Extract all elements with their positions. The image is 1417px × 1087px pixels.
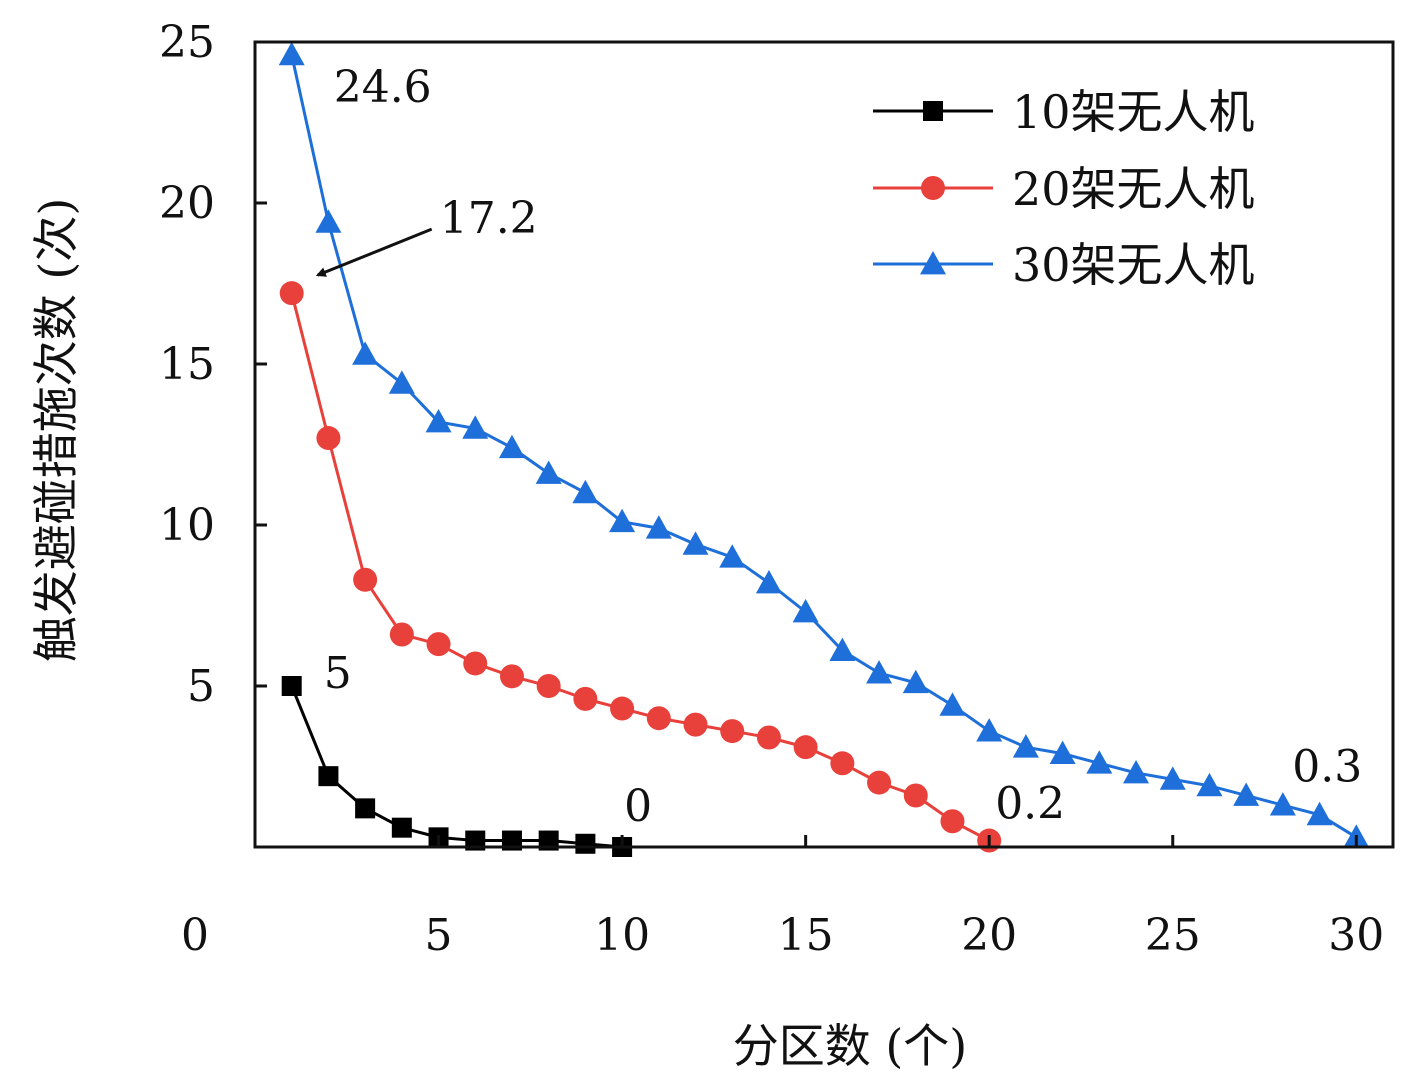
data-point — [425, 408, 452, 433]
y-tick-label: 25 — [159, 17, 215, 68]
data-point — [683, 712, 708, 737]
x-tick-label: 15 — [778, 910, 834, 961]
legend-marker — [923, 101, 943, 121]
data-point — [426, 632, 451, 657]
data-label: 0 — [624, 781, 652, 832]
data-point — [1196, 772, 1223, 797]
data-point — [610, 696, 635, 721]
y-tick-label: 10 — [159, 500, 215, 551]
x-tick-label: 10 — [594, 910, 650, 961]
data-point — [830, 751, 855, 776]
data-point — [903, 783, 928, 808]
data-point — [355, 798, 376, 819]
legend-marker — [920, 251, 946, 275]
data-point — [498, 434, 525, 459]
series-30-drones — [278, 41, 1370, 848]
data-point — [575, 833, 596, 854]
data-point — [318, 766, 339, 787]
data-point — [462, 415, 489, 439]
legend-entry: 30架无人机 — [873, 238, 1255, 292]
data-point — [1049, 740, 1076, 765]
data-point — [1269, 792, 1296, 816]
data-point — [499, 664, 524, 689]
data-point — [756, 725, 781, 750]
data-point — [1123, 759, 1150, 784]
data-label: 0.3 — [1292, 741, 1362, 792]
data-point — [572, 479, 599, 504]
data-point — [1306, 801, 1333, 826]
legend-label: 10架无人机 — [1012, 85, 1255, 139]
legend-label: 30架无人机 — [1012, 238, 1255, 292]
y-axis-title: 触发避碰措施次数 (次) — [29, 198, 83, 663]
x-axis-title: 分区数 (个) — [733, 1019, 968, 1073]
legend-entry: 20架无人机 — [873, 162, 1255, 216]
data-point — [316, 426, 341, 451]
data-label: 17.2 — [440, 193, 538, 244]
data-point — [278, 41, 305, 66]
data-point — [535, 460, 562, 484]
data-point — [1159, 766, 1186, 790]
x-tick-label: 25 — [1145, 910, 1201, 961]
data-point — [719, 544, 746, 568]
y-tick-label: 15 — [159, 339, 215, 390]
data-point — [755, 569, 782, 594]
annotation-arrow — [315, 227, 433, 277]
data-point — [646, 706, 671, 731]
data-point — [792, 598, 819, 623]
legend-entry: 10架无人机 — [873, 85, 1255, 139]
data-point — [353, 567, 378, 592]
data-point — [279, 281, 304, 306]
x-tick-label: 0 — [181, 910, 209, 961]
data-point — [536, 674, 561, 698]
x-tick-label: 30 — [1328, 910, 1384, 961]
data-point — [940, 809, 965, 834]
data-point — [391, 817, 412, 838]
data-point — [976, 718, 1003, 742]
data-point — [866, 660, 893, 684]
data-point — [1233, 782, 1260, 806]
data-point — [720, 719, 745, 744]
data-point — [867, 770, 892, 795]
x-tick-label: 20 — [961, 910, 1017, 961]
data-point — [315, 209, 342, 233]
data-point — [682, 531, 709, 555]
data-point — [389, 622, 414, 647]
series-line — [290, 685, 623, 849]
data-point — [645, 515, 672, 539]
data-label: 0.2 — [995, 779, 1065, 830]
data-point — [281, 676, 302, 696]
data-point — [902, 669, 929, 694]
data-point — [609, 508, 636, 533]
y-tick-label: 5 — [187, 661, 215, 712]
data-point — [573, 686, 598, 711]
data-point — [1086, 750, 1113, 774]
y-tick-label: 20 — [159, 178, 215, 229]
plot-frame — [253, 40, 1395, 849]
data-point — [939, 692, 966, 716]
x-tick-label: 5 — [425, 910, 453, 961]
series-line — [290, 292, 990, 842]
data-point — [388, 370, 415, 394]
data-annotations: 24.6 17.2 5 0 0.2 0.3 — [315, 62, 1362, 832]
data-point — [352, 341, 379, 365]
data-point — [1012, 734, 1039, 758]
data-point — [793, 735, 818, 760]
series-20-drones — [279, 281, 1002, 853]
legend-label: 20架无人机 — [1012, 162, 1255, 216]
axis-ticks: 5 10 15 20 25 0 5 10 15 20 25 30 — [159, 17, 1384, 961]
data-point — [829, 637, 856, 661]
data-point — [463, 651, 488, 676]
data-label: 5 — [324, 648, 352, 699]
data-label: 24.6 — [334, 62, 432, 113]
legend: 10架无人机 20架无人机 30架无人机 — [873, 85, 1255, 292]
legend-marker — [921, 176, 945, 200]
